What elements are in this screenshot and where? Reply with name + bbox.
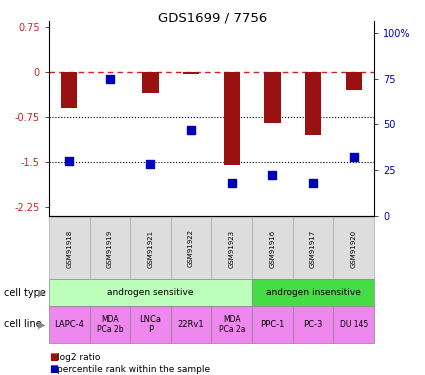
Bar [142,72,159,93]
Text: cell type: cell type [4,288,46,297]
Bar [252,306,293,343]
Text: GDS1699 / 7756: GDS1699 / 7756 [158,11,267,24]
Bar [333,306,374,343]
Text: ■: ■ [49,364,58,374]
Text: LAPC-4: LAPC-4 [54,320,84,329]
Bar [130,217,171,279]
Text: GSM91916: GSM91916 [269,229,275,268]
Text: androgen insensitive: androgen insensitive [266,288,360,297]
Text: ▶: ▶ [38,288,45,297]
Text: GSM91918: GSM91918 [66,229,72,268]
Bar [171,306,211,343]
Bar [293,306,333,343]
Text: GSM91923: GSM91923 [229,230,235,267]
Text: cell line: cell line [4,320,42,329]
Text: GSM91920: GSM91920 [351,230,357,267]
Point [188,127,195,133]
Text: DU 145: DU 145 [340,320,368,329]
Text: GSM91917: GSM91917 [310,229,316,268]
Text: GSM91919: GSM91919 [107,229,113,268]
Bar [211,217,252,279]
Bar [61,72,77,108]
Point [228,180,235,186]
Bar [49,306,90,343]
Bar [346,72,362,90]
Text: ▶: ▶ [38,320,45,329]
Text: MDA
PCa 2a: MDA PCa 2a [218,315,245,334]
Bar [305,72,321,135]
Bar [293,217,333,279]
Point [269,172,276,178]
Bar [49,279,252,306]
Bar [90,306,130,343]
Bar [211,306,252,343]
Point [350,154,357,160]
Bar [171,217,211,279]
Text: androgen sensitive: androgen sensitive [107,288,194,297]
Bar [264,72,281,123]
Text: LNCa
P: LNCa P [139,315,162,334]
Point [147,162,154,168]
Point [66,158,73,164]
Bar [252,217,293,279]
Bar [224,72,240,165]
Text: 22Rv1: 22Rv1 [178,320,204,329]
Text: PC-3: PC-3 [303,320,323,329]
Text: percentile rank within the sample: percentile rank within the sample [57,365,210,374]
Text: log2 ratio: log2 ratio [57,352,101,362]
Text: GSM91922: GSM91922 [188,230,194,267]
Point [106,75,113,81]
Bar [90,217,130,279]
Text: ■: ■ [49,352,58,362]
Text: PPC-1: PPC-1 [260,320,285,329]
Bar [130,306,171,343]
Bar [183,72,199,74]
Text: MDA
PCa 2b: MDA PCa 2b [96,315,123,334]
Bar [333,217,374,279]
Point [310,180,317,186]
Bar [49,217,90,279]
Text: GSM91921: GSM91921 [147,230,153,267]
Bar [252,279,374,306]
